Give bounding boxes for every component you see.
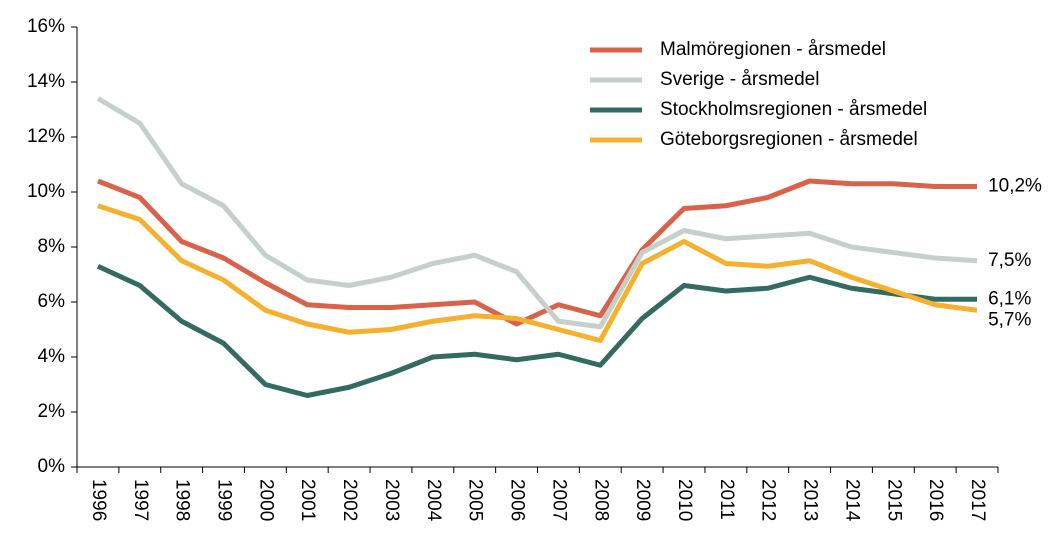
value-label: 7,5% <box>988 250 1031 271</box>
x-tick-label: 2011 <box>716 479 737 520</box>
x-tick-label: 2013 <box>800 479 821 521</box>
x-tick-label: 2001 <box>297 479 318 521</box>
x-tick-label: 2009 <box>632 479 653 521</box>
y-tick-label: 8% <box>38 236 66 257</box>
x-tick-label: 2008 <box>590 479 611 521</box>
x-tick-label: 1999 <box>214 479 235 521</box>
series-line <box>96 263 978 398</box>
y-tick-label: 16% <box>27 16 65 37</box>
series-line <box>97 203 978 343</box>
y-tick-label: 12% <box>27 126 65 147</box>
y-tick-label: 6% <box>38 291 66 312</box>
y-tick-label: 14% <box>27 71 65 92</box>
value-label: 10,2% <box>988 176 1042 197</box>
x-tick-label: 1998 <box>172 479 193 521</box>
x-tick-label: 2006 <box>507 479 528 521</box>
y-tick-label: 4% <box>38 346 66 367</box>
y-tick-label: 0% <box>38 456 66 477</box>
y-tick-label: 10% <box>27 181 65 202</box>
x-tick-label: 2010 <box>674 479 695 521</box>
x-tick-label: 2015 <box>883 479 904 521</box>
x-tick-label: 1996 <box>88 479 109 521</box>
x-tick-label: 2005 <box>465 479 486 521</box>
x-tick-label: 1997 <box>130 479 151 521</box>
legend: Malmöregionen - årsmedel Sverige - årsmed… <box>590 39 927 150</box>
x-tick-label: 2016 <box>925 479 946 521</box>
series-line <box>97 178 978 327</box>
x-tick-label: 2002 <box>339 479 360 521</box>
x-tick-label: 2000 <box>255 479 276 521</box>
x-tick-label: 2004 <box>423 479 444 522</box>
value-label: 5,7% <box>988 309 1031 330</box>
x-tick-label: 2012 <box>758 479 779 521</box>
y-tick-label: 2% <box>38 401 66 422</box>
x-tick-label: 2007 <box>548 479 569 521</box>
legend-label: Göteborgsregionen - årsmedel <box>660 129 918 150</box>
value-label: 6,1% <box>988 288 1031 309</box>
x-tick-label: 2017 <box>967 479 988 521</box>
legend-label: Sverige - årsmedel <box>660 69 819 90</box>
legend-label: Malmöregionen - årsmedel <box>660 39 886 60</box>
legend-label: Stockholmsregionen - årsmedel <box>660 99 927 120</box>
x-tick-label: 2003 <box>381 479 402 521</box>
series-line <box>96 96 978 330</box>
x-tick-label: 2014 <box>841 479 862 522</box>
